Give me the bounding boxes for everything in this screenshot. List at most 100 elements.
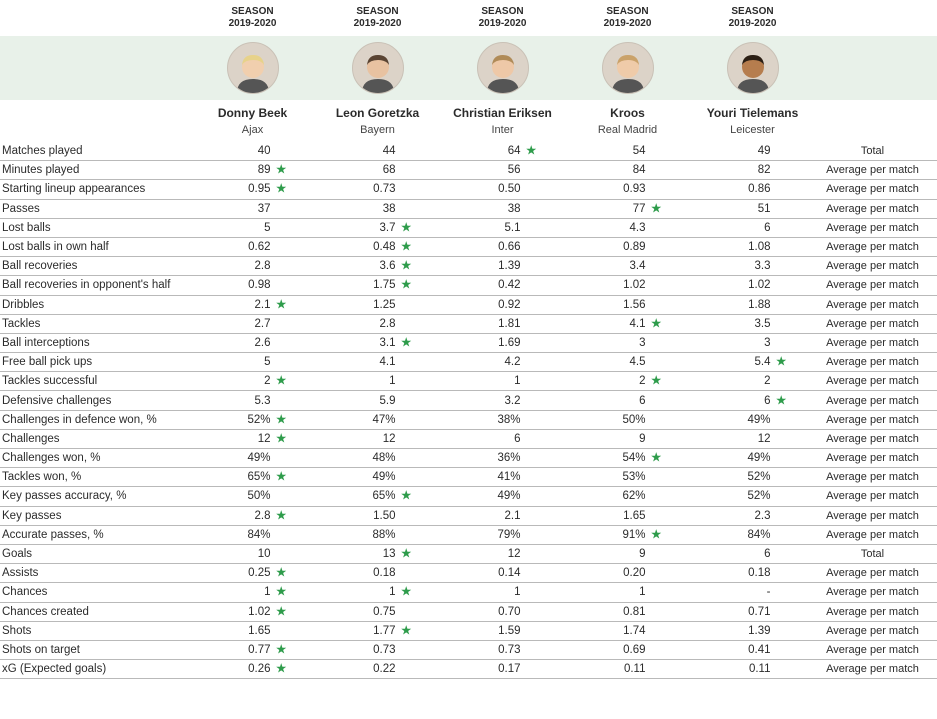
value-cell: 68 xyxy=(315,164,440,176)
value: 36% xyxy=(485,452,521,464)
value: 0.70 xyxy=(485,606,521,618)
best-star-icon: ★ xyxy=(275,431,287,447)
value: 50% xyxy=(610,414,646,426)
value-cell: 1.77★ xyxy=(315,625,440,637)
value: 79% xyxy=(485,529,521,541)
value-cell: 3.2 xyxy=(440,395,565,407)
value: 53% xyxy=(610,471,646,483)
value-cell: 3 xyxy=(565,337,690,349)
value-cell: 5.3 xyxy=(190,395,315,407)
aggregation-label: Average per match xyxy=(815,279,930,291)
value-cell: 1.39 xyxy=(440,260,565,272)
metric-label: Assists xyxy=(0,567,190,579)
value: 84% xyxy=(735,529,771,541)
table-row: Tackles successful2★112★2Average per mat… xyxy=(0,372,937,391)
value: 0.11 xyxy=(610,663,646,675)
player-name: Kroos xyxy=(610,106,645,120)
value-cell: 1.59 xyxy=(440,625,565,637)
value: 3 xyxy=(735,337,771,349)
player-club: Leicester xyxy=(730,124,775,136)
value: 6 xyxy=(735,222,771,234)
value: 1.65 xyxy=(235,625,271,637)
value: 91% xyxy=(610,529,646,541)
header-spacer xyxy=(0,6,190,30)
value: 0.20 xyxy=(610,567,646,579)
aggregation-label: Average per match xyxy=(815,567,930,579)
value-cell: 0.77★ xyxy=(190,644,315,656)
value: 38 xyxy=(360,203,396,215)
table-row: Tackles won, %65%★49%41%53%52%Average pe… xyxy=(0,468,937,487)
value-cell: 13★ xyxy=(315,548,440,560)
table-row: Chances1★1★11-Average per match xyxy=(0,583,937,602)
aggregation-label: Average per match xyxy=(815,222,930,234)
best-star-icon: ★ xyxy=(650,315,662,331)
value: 47% xyxy=(360,414,396,426)
value-cell: 84% xyxy=(690,529,815,541)
player-club-cell: Ajax xyxy=(190,122,315,136)
value: 0.77 xyxy=(235,644,271,656)
table-row: Defensive challenges5.35.93.266★Average … xyxy=(0,391,937,410)
metric-label: Starting lineup appearances xyxy=(0,183,190,195)
best-star-icon: ★ xyxy=(400,546,412,562)
value: 4.1 xyxy=(610,318,646,330)
value-cell: 5 xyxy=(190,222,315,234)
value-cell: 50% xyxy=(190,490,315,502)
metric-label: Matches played xyxy=(0,145,190,157)
value-cell: 49% xyxy=(315,471,440,483)
best-star-icon: ★ xyxy=(275,603,287,619)
value: 41% xyxy=(485,471,521,483)
metric-label: Challenges in defence won, % xyxy=(0,414,190,426)
player-name: Christian Eriksen xyxy=(453,106,552,120)
value: 2.8 xyxy=(235,510,271,522)
value-cell: 3.3 xyxy=(690,260,815,272)
season-line2: 2019-2020 xyxy=(604,18,652,29)
aggregation-label: Average per match xyxy=(815,318,930,330)
value-cell: 12★ xyxy=(190,433,315,445)
value-cell: 5.9 xyxy=(315,395,440,407)
metric-label: Chances created xyxy=(0,606,190,618)
value: 0.50 xyxy=(485,183,521,195)
value-cell: 0.66 xyxy=(440,241,565,253)
value: 5.9 xyxy=(360,395,396,407)
value-cell: 6 xyxy=(690,222,815,234)
value-cell: 6★ xyxy=(690,395,815,407)
value: 49% xyxy=(360,471,396,483)
avatar xyxy=(602,42,654,94)
player-club-cell: Inter xyxy=(440,122,565,136)
value: 4.1 xyxy=(360,356,396,368)
value-cell: 52% xyxy=(690,490,815,502)
value: 2.8 xyxy=(235,260,271,272)
value: 51 xyxy=(735,203,771,215)
value: 5 xyxy=(235,356,271,368)
player-name: Donny Beek xyxy=(218,106,287,120)
metric-label: Challenges xyxy=(0,433,190,445)
value-cell: 64★ xyxy=(440,145,565,157)
avatar-band xyxy=(0,36,937,100)
value-cell: 0.42 xyxy=(440,279,565,291)
table-row: Free ball pick ups54.14.24.55.4★Average … xyxy=(0,353,937,372)
season-line2: 2019-2020 xyxy=(354,18,402,29)
value-cell: 0.11 xyxy=(690,663,815,675)
aggregation-label: Average per match xyxy=(815,452,930,464)
metric-label: Minutes played xyxy=(0,164,190,176)
value: 1 xyxy=(360,586,396,598)
best-star-icon: ★ xyxy=(275,181,287,197)
table-row: Goals1013★1296Total xyxy=(0,545,937,564)
value-cell: 91% ★ xyxy=(565,529,690,541)
aggregation-label: Total xyxy=(815,548,930,560)
value: 3.3 xyxy=(735,260,771,272)
best-star-icon: ★ xyxy=(650,527,662,543)
aggregation-label: Average per match xyxy=(815,471,930,483)
value: 2.7 xyxy=(235,318,271,330)
table-row: Ball recoveries in opponent's half0.981.… xyxy=(0,276,937,295)
season-line2: 2019-2020 xyxy=(229,18,277,29)
avatar xyxy=(227,42,279,94)
value-cell: 49 xyxy=(690,145,815,157)
value-cell: 2.8★ xyxy=(190,510,315,522)
season-line1: SEASON xyxy=(231,6,273,17)
aggregation-label: Average per match xyxy=(815,606,930,618)
value: 5.4 xyxy=(735,356,771,368)
value-cell: 6 xyxy=(565,395,690,407)
value: 3.4 xyxy=(610,260,646,272)
value: 1.81 xyxy=(485,318,521,330)
